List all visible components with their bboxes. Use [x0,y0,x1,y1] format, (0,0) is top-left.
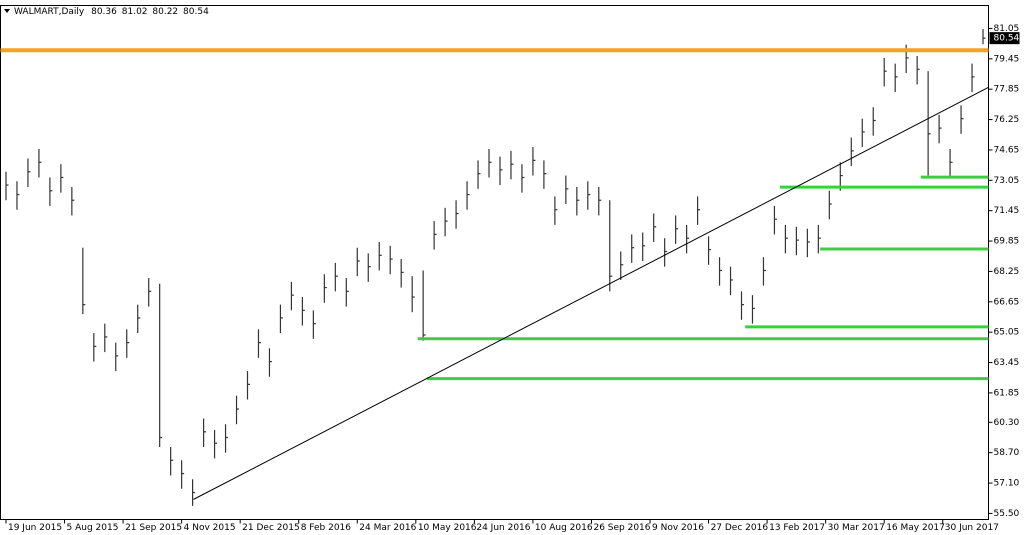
trendline [193,86,989,500]
x-tick-label: 30 Jun 2017 [945,523,999,533]
y-tick-label: 66.65 [994,297,1020,307]
x-tick-label: 10 Aug 2016 [535,523,593,533]
open-value: 80.36 [91,7,117,17]
y-tick-label: 79.45 [994,54,1020,64]
chart-title: WALMART,Daily [14,7,85,17]
plot-frame [0,5,989,520]
x-tick-label: 24 Mar 2016 [359,523,416,533]
y-tick-label: 73.05 [994,176,1020,186]
y-tick-label: 76.25 [994,115,1020,125]
x-tick-label: 8 Feb 2016 [301,523,352,533]
x-tick-label: 10 May 2016 [418,523,477,533]
y-tick-label: 77.85 [994,85,1020,95]
x-tick-label: 21 Sep 2015 [125,523,182,533]
y-tick-label: 81.05 [994,24,1020,34]
x-tick-label: 5 Aug 2015 [67,523,119,533]
menu-arrow[interactable] [4,9,10,13]
price-label-box [989,32,1020,45]
x-tick-label: 26 Sep 2016 [593,523,650,533]
price-label: 80.54 [994,34,1020,44]
x-tick-label: 19 Jun 2015 [8,523,62,533]
y-tick-label: 69.85 [994,237,1020,247]
x-tick-label: 16 May 2017 [886,523,945,533]
x-tick-label: 24 Jun 2016 [476,523,530,533]
y-tick-label: 55.50 [994,509,1020,519]
x-tick-label: 27 Dec 2016 [711,523,769,533]
y-tick-label: 57.10 [994,479,1020,489]
y-tick-label: 58.70 [994,448,1020,458]
x-tick-label: 9 Nov 2016 [652,523,704,533]
x-tick-label: 4 Nov 2015 [184,523,236,533]
low-value: 80.22 [152,7,178,17]
chart-header: WALMART,Daily 80.36 81.02 80.22 80.54 [14,7,209,17]
x-tick-label: 30 Mar 2017 [828,523,885,533]
high-value: 81.02 [122,7,148,17]
y-tick-label: 61.85 [994,388,1020,398]
y-tick-label: 71.45 [994,206,1020,216]
y-tick-label: 60.30 [994,418,1020,428]
x-tick-label: 21 Dec 2015 [242,523,300,533]
x-tick-label: 13 Feb 2017 [769,523,825,533]
y-tick-label: 63.45 [994,358,1020,368]
y-tick-label: 65.05 [994,328,1020,338]
y-tick-label: 68.25 [994,267,1020,277]
close-value: 80.54 [183,7,209,17]
y-tick-label: 74.65 [994,145,1020,155]
